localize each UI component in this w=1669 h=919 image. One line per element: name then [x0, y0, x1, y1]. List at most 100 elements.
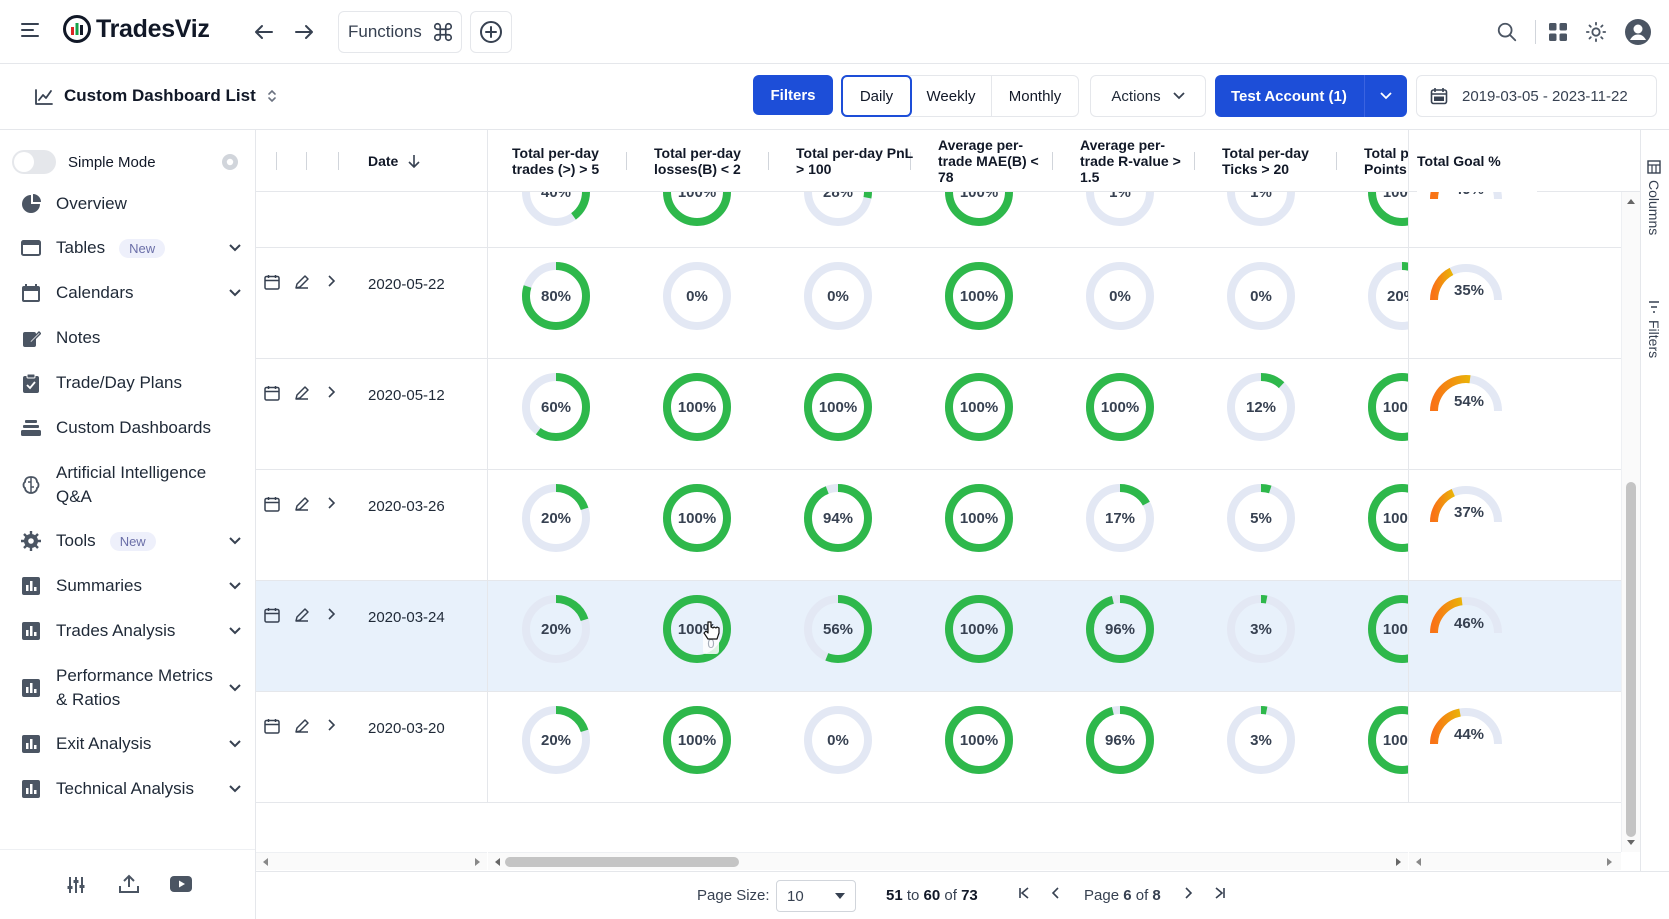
sidebar-item-technical-analysis[interactable]: Technical Analysis — [20, 777, 242, 801]
donut-value: 17% — [1104, 509, 1136, 527]
upload-icon[interactable] — [118, 874, 140, 894]
horizontal-scrollbar[interactable] — [488, 852, 1408, 870]
total-goal-gauge — [1430, 192, 1502, 200]
sun-icon[interactable] — [1585, 21, 1607, 43]
user-avatar-icon[interactable] — [1624, 18, 1652, 46]
right-pinned-horizontal-scrollbar[interactable] — [1409, 852, 1621, 870]
search-icon[interactable] — [1496, 21, 1518, 43]
sidebar-item-notes[interactable]: Notes — [20, 326, 242, 350]
table-row[interactable]: 2020-03-26 20% 100% 94% 100% 17% 5% 100% 37% — [256, 470, 1640, 581]
scroll-left-icon[interactable] — [494, 858, 500, 866]
settings-gear-icon[interactable] — [220, 152, 240, 172]
columns-tab[interactable]: Columns — [1646, 160, 1662, 235]
edit-pencil-icon[interactable] — [294, 385, 310, 401]
sidebar-item-tables[interactable]: Tables New — [20, 236, 242, 260]
column-header-pnl[interactable]: Total per-day PnL > 100 — [796, 145, 913, 177]
sidebar-item-tools[interactable]: Tools New — [20, 529, 242, 553]
column-header-points[interactable]: Total per-day Points > — [1364, 145, 1408, 177]
calendar-icon[interactable] — [264, 496, 280, 512]
scroll-left-icon[interactable] — [262, 858, 268, 866]
table-row[interactable]: 2020-03-24 20% 100% 56% 100% 96% 3% 100% 46% — [256, 581, 1640, 692]
scroll-right-icon[interactable] — [1396, 858, 1402, 866]
table-row[interactable]: 2020-03-20 20% 100% 0% 100% 96% 3% 100% 44% — [256, 692, 1640, 803]
calendar-icon[interactable] — [264, 607, 280, 623]
edit-pencil-icon[interactable] — [294, 496, 310, 512]
scroll-right-icon[interactable] — [475, 858, 481, 866]
date-cell: 2020-03-20 — [368, 720, 445, 737]
column-header-date[interactable]: Date — [368, 130, 420, 192]
vertical-scroll-thumb[interactable] — [1626, 482, 1636, 837]
sidebar-item-trade-day-plans[interactable]: Trade/Day Plans — [20, 371, 242, 395]
scroll-left-icon[interactable] — [1415, 858, 1421, 866]
chevron-right-icon[interactable] — [325, 607, 337, 621]
header-separator — [910, 152, 911, 170]
filters-button[interactable]: Filters — [753, 75, 833, 115]
pinned-horizontal-scrollbar[interactable] — [256, 852, 487, 870]
forward-arrow-icon[interactable] — [292, 20, 316, 44]
column-header-ticks[interactable]: Total per-day Ticks > 20 — [1222, 145, 1309, 177]
goal-donut-chart — [1368, 595, 1408, 663]
period-daily[interactable]: Daily — [841, 75, 912, 117]
vertical-scrollbar[interactable] — [1621, 192, 1640, 852]
sidebar-item-overview[interactable]: Overview — [20, 192, 242, 216]
next-page-icon[interactable] — [1182, 887, 1194, 899]
column-header-rvalue[interactable]: Average per-trade R-value > 1.5 — [1080, 137, 1181, 185]
sidebar-item-performance-metrics-ratios[interactable]: Performance Metrics & Ratios — [20, 664, 242, 712]
gauge-arc — [1430, 375, 1471, 412]
scroll-down-icon[interactable] — [1627, 840, 1635, 846]
table-row[interactable]: 2020-05-12 60% 100% 100% 100% 100% 12% 100% 54% — [256, 359, 1640, 470]
sidebar-item-summaries[interactable]: Summaries — [20, 574, 242, 598]
page-size-select[interactable]: 10 — [776, 880, 856, 912]
menu-icon[interactable] — [20, 20, 44, 44]
period-weekly[interactable]: Weekly — [911, 76, 992, 116]
filters-tab[interactable]: Filters — [1646, 300, 1662, 358]
sidebar-item-custom-dashboards[interactable]: Custom Dashboards — [20, 416, 242, 440]
last-page-icon[interactable] — [1214, 887, 1226, 899]
chevron-right-icon[interactable] — [325, 496, 337, 510]
goal-donut-chart — [1086, 706, 1154, 774]
scroll-up-icon[interactable] — [1627, 198, 1635, 204]
youtube-icon[interactable] — [170, 876, 192, 892]
back-arrow-icon[interactable] — [252, 20, 276, 44]
sliders-icon[interactable] — [66, 876, 86, 894]
table-row[interactable]: 40% 100% 28% 100% 1% 1% 100% 49% — [256, 192, 1640, 248]
sidebar-item-exit-analysis[interactable]: Exit Analysis — [20, 732, 242, 756]
donut-track — [804, 706, 872, 774]
goal-donut-chart — [522, 706, 590, 774]
edit-pencil-icon[interactable] — [294, 607, 310, 623]
simple-mode-toggle[interactable]: Simple Mode — [12, 150, 156, 174]
date-range-picker[interactable]: 2019-03-05 - 2023-11-22 — [1416, 75, 1657, 117]
toggle-switch[interactable] — [12, 150, 56, 174]
functions-button[interactable]: Functions — [338, 11, 462, 53]
scroll-right-icon[interactable] — [1607, 858, 1613, 866]
donut-value: 20% — [540, 509, 572, 527]
column-header-trades[interactable]: Total per-day trades (>) > 5 — [512, 145, 600, 177]
gauge-arc — [1430, 192, 1439, 200]
edit-pencil-icon[interactable] — [294, 718, 310, 734]
column-header-mae[interactable]: Average per-trade MAE(B) < 78 — [938, 137, 1039, 185]
chevron-right-icon[interactable] — [325, 274, 337, 288]
column-header-losses[interactable]: Total per-day losses(B) < 2 — [654, 145, 741, 177]
chevron-right-icon[interactable] — [325, 718, 337, 732]
sidebar-item-trades-analysis[interactable]: Trades Analysis — [20, 619, 242, 643]
first-page-icon[interactable] — [1018, 887, 1030, 899]
column-header-goal[interactable]: Total Goal % — [1417, 130, 1537, 192]
dashboard-selector[interactable]: Custom Dashboard List — [34, 86, 278, 106]
horizontal-scroll-thumb[interactable] — [505, 857, 739, 867]
add-button[interactable] — [470, 11, 512, 53]
calendar-icon[interactable] — [264, 274, 280, 290]
prev-page-icon[interactable] — [1050, 887, 1062, 899]
sidebar-item-calendars[interactable]: Calendars — [20, 281, 242, 305]
apps-grid-icon[interactable] — [1548, 22, 1568, 42]
logo[interactable]: TradesViz — [62, 14, 210, 44]
chevron-right-icon[interactable] — [325, 385, 337, 399]
actions-dropdown[interactable]: Actions — [1090, 75, 1206, 117]
account-selector[interactable]: Test Account (1) — [1215, 75, 1407, 117]
period-monthly[interactable]: Monthly — [1008, 87, 1062, 105]
calendar-icon[interactable] — [264, 718, 280, 734]
range-total: 73 — [961, 887, 978, 904]
edit-pencil-icon[interactable] — [294, 274, 310, 290]
sidebar-item-artificial-intelligence-q-a[interactable]: Artificial Intelligence Q&A — [20, 461, 242, 509]
calendar-icon[interactable] — [264, 385, 280, 401]
table-row[interactable]: 2020-05-22 80% 0% 0% 100% 0% 0% 20% 35% — [256, 248, 1640, 359]
